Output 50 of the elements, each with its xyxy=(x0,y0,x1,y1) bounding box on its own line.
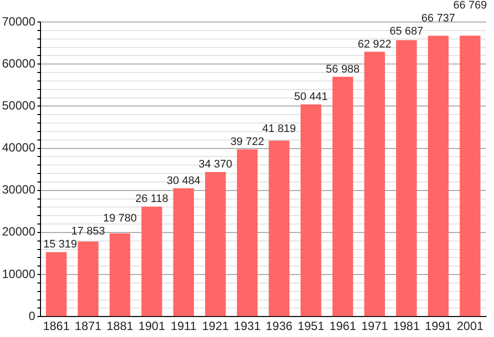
bar xyxy=(332,76,354,316)
data-label: 41 819 xyxy=(262,122,296,135)
y-tick-label: 50000 xyxy=(2,98,36,112)
bar xyxy=(173,188,194,316)
x-tick-label: 1951 xyxy=(298,319,325,334)
x-tick-label: 1971 xyxy=(361,319,388,334)
bar xyxy=(460,36,480,316)
y-tick-label: 10000 xyxy=(2,266,36,281)
bar xyxy=(364,52,385,316)
data-label: 66 769 xyxy=(453,0,487,12)
y-tick-label: 20000 xyxy=(2,224,36,239)
data-label: 15 319 xyxy=(43,238,78,251)
x-tick-label: 2001 xyxy=(456,319,484,334)
x-tick-label: 1901 xyxy=(138,319,166,334)
data-label: 39 722 xyxy=(230,136,264,148)
bar xyxy=(205,172,226,316)
x-tick-label: 1911 xyxy=(170,319,197,334)
y-tick-label: 0 xyxy=(28,308,36,323)
bar xyxy=(300,104,322,316)
bar xyxy=(141,206,162,316)
data-label: 50 441 xyxy=(294,90,328,103)
data-label: 62 922 xyxy=(358,38,392,50)
x-tick-label: 1881 xyxy=(106,319,134,334)
y-tick-label: 60000 xyxy=(2,56,36,70)
data-label: 17 853 xyxy=(71,226,105,238)
x-tick-label: 1981 xyxy=(393,319,420,334)
x-tick-label: 1961 xyxy=(329,319,356,334)
data-label: 26 118 xyxy=(135,193,168,206)
data-label: 65 687 xyxy=(390,25,424,38)
x-tick-label: 1931 xyxy=(234,319,261,334)
bar xyxy=(46,252,67,316)
data-label: 66 737 xyxy=(421,12,456,24)
bar xyxy=(78,241,98,316)
data-label: 30 484 xyxy=(166,174,200,187)
y-tick-label: 70000 xyxy=(2,14,36,28)
x-tick-label: 1921 xyxy=(202,319,230,334)
x-tick-label: 1871 xyxy=(74,319,102,334)
data-label: 19 780 xyxy=(103,212,137,225)
y-tick-label: 30000 xyxy=(2,182,36,197)
x-tick-label: 1991 xyxy=(424,319,452,334)
x-tick-label: 1936 xyxy=(266,319,293,334)
data-label: 34 370 xyxy=(198,158,232,170)
bar xyxy=(268,140,290,316)
bar xyxy=(428,36,449,316)
bar xyxy=(110,233,130,316)
x-tick-label: 1861 xyxy=(42,319,70,334)
data-label: 56 988 xyxy=(326,63,360,76)
bar xyxy=(396,40,417,316)
y-tick-label: 40000 xyxy=(2,140,36,155)
bar xyxy=(236,149,258,316)
